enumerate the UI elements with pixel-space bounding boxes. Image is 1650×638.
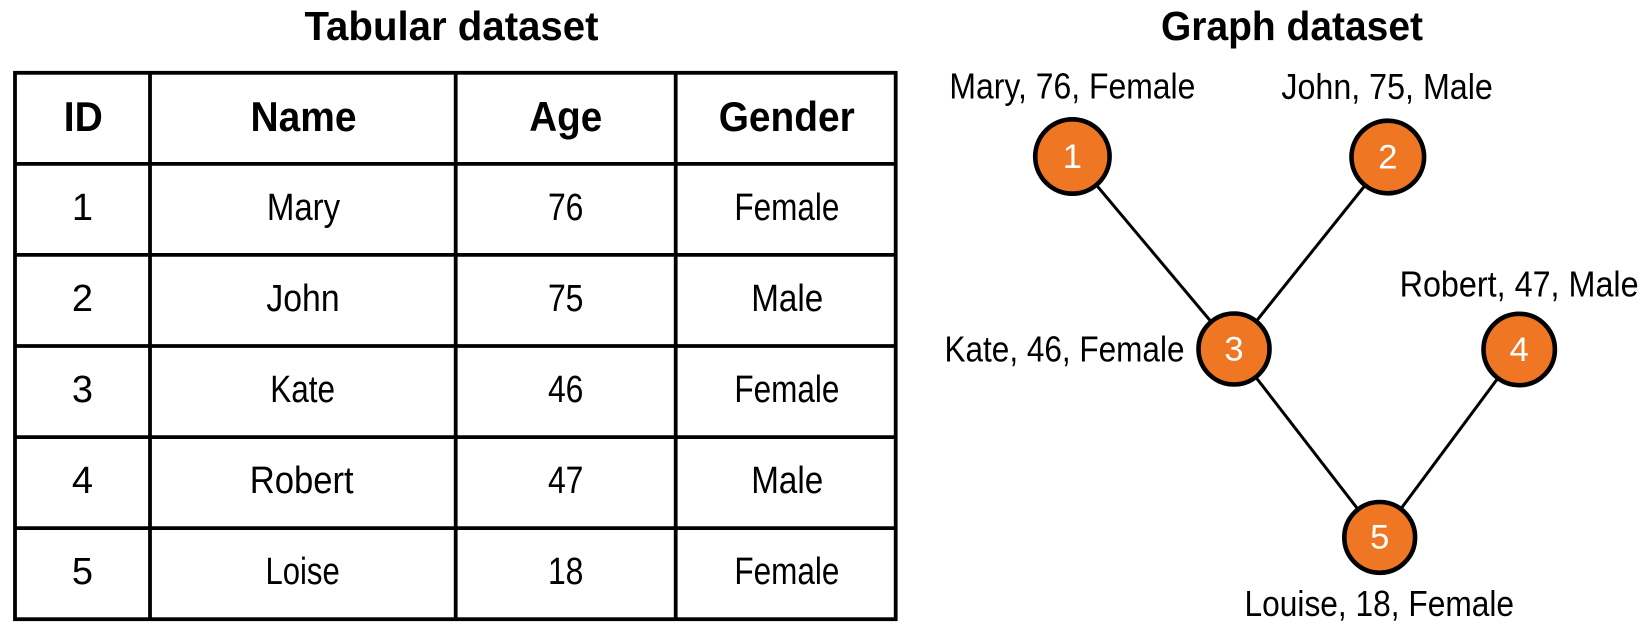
- svg-text:Louise, 18, Female: Louise, 18, Female: [1245, 583, 1515, 624]
- svg-text:3: 3: [1224, 330, 1243, 368]
- svg-text:Female: Female: [734, 551, 839, 593]
- svg-text:John, 75, Male: John, 75, Male: [1281, 66, 1493, 107]
- svg-text:Gender: Gender: [719, 93, 855, 140]
- svg-text:47: 47: [548, 460, 584, 502]
- svg-text:Tabular dataset: Tabular dataset: [305, 3, 599, 49]
- svg-text:76: 76: [548, 187, 584, 229]
- svg-text:Mary, 76, Female: Mary, 76, Female: [949, 65, 1195, 106]
- svg-text:5: 5: [72, 551, 93, 593]
- svg-text:1: 1: [1063, 138, 1082, 176]
- svg-text:Robert: Robert: [250, 460, 354, 502]
- svg-text:Age: Age: [529, 93, 602, 140]
- svg-text:Robert, 47, Male: Robert, 47, Male: [1400, 264, 1639, 305]
- svg-text:Male: Male: [751, 278, 823, 320]
- svg-text:Female: Female: [734, 187, 839, 229]
- svg-text:4: 4: [1510, 331, 1529, 369]
- svg-text:4: 4: [72, 460, 93, 502]
- svg-text:Female: Female: [734, 369, 839, 411]
- svg-text:18: 18: [548, 551, 584, 593]
- svg-text:Kate, 46, Female: Kate, 46, Female: [945, 329, 1185, 370]
- svg-text:John: John: [266, 278, 339, 320]
- svg-text:5: 5: [1370, 519, 1389, 557]
- svg-text:Male: Male: [751, 460, 823, 502]
- svg-text:75: 75: [548, 278, 584, 320]
- svg-text:Kate: Kate: [270, 369, 335, 411]
- svg-text:ID: ID: [64, 93, 103, 140]
- svg-text:Mary: Mary: [267, 187, 340, 229]
- svg-text:2: 2: [72, 278, 93, 320]
- svg-text:3: 3: [72, 369, 93, 411]
- svg-text:Loise: Loise: [266, 551, 340, 593]
- svg-text:2: 2: [1378, 138, 1397, 176]
- svg-text:Name: Name: [251, 93, 357, 140]
- svg-text:46: 46: [548, 369, 584, 411]
- svg-text:Graph dataset: Graph dataset: [1161, 3, 1423, 49]
- svg-text:1: 1: [72, 187, 93, 229]
